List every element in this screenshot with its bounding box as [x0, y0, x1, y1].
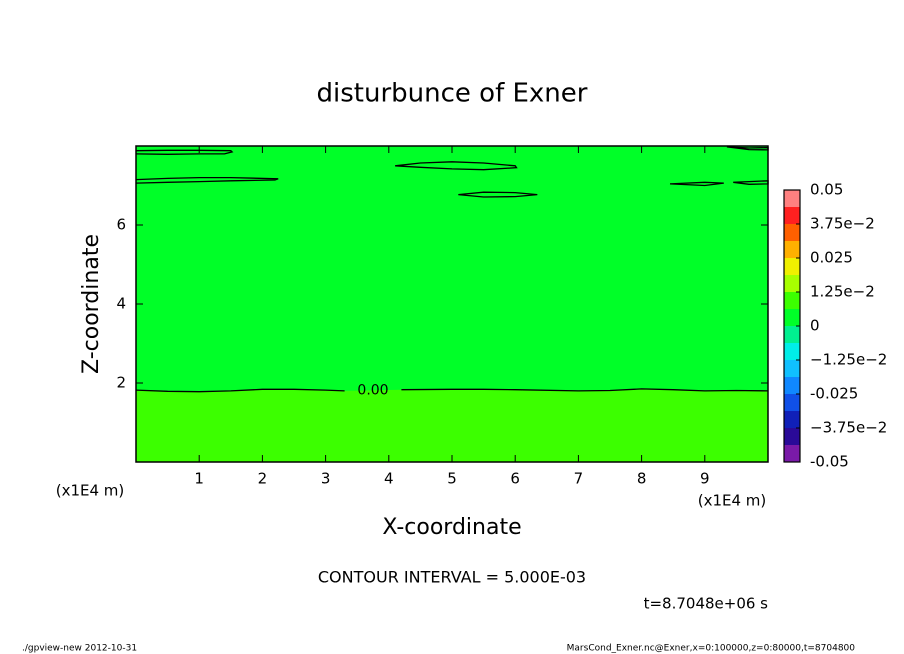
x-tick-label: 6	[510, 470, 520, 488]
colorbar-tick-label: −1.25e−2	[810, 351, 887, 369]
colorbar-band	[784, 445, 800, 462]
x-tick-label: 2	[258, 470, 268, 488]
x-tick-label: 5	[447, 470, 457, 488]
colorbar-tick-label: 3.75e−2	[810, 215, 875, 233]
colorbar-tick-label: 0	[810, 317, 820, 335]
chart-title: disturbunce of Exner	[317, 79, 588, 109]
footer-left: ./gpview-new 2012-10-31	[22, 644, 137, 654]
x-tick-label: 9	[700, 470, 710, 488]
y-tick-label: 4	[116, 295, 126, 313]
contour-line	[135, 149, 234, 155]
colorbar-band	[784, 377, 800, 394]
contour-interval: CONTOUR INTERVAL = 5.000E-03	[318, 568, 586, 587]
contour-line	[135, 388, 769, 393]
colorbar-band	[784, 224, 800, 241]
colorbar-band	[784, 411, 800, 428]
fill-region-lower	[136, 388, 768, 462]
colorbar-band	[784, 292, 800, 309]
colorbar-band	[784, 241, 800, 258]
colorbar-tick-label: 0.025	[810, 249, 853, 267]
contour-label: 0.00	[357, 382, 388, 398]
colorbar-band	[784, 309, 800, 326]
colorbar-tick-label: 0.05	[810, 181, 843, 199]
footer-right: MarsCond_Exner.nc@Exner,x=0:100000,z=0:8…	[567, 644, 856, 654]
colorbar-band	[784, 360, 800, 377]
x-unit-left: (x1E4 m)	[56, 482, 125, 500]
colorbar-band	[784, 343, 800, 360]
colorbar-band	[784, 394, 800, 411]
colorbar-band	[784, 190, 800, 207]
colorbar-band	[784, 275, 800, 292]
time-label: t=8.7048e+06 s	[644, 595, 769, 613]
x-unit-right: (x1E4 m)	[698, 492, 767, 510]
y-axis-title: Z-coordinate	[79, 234, 104, 374]
x-tick-label: 7	[574, 470, 584, 488]
colorbar-band	[784, 207, 800, 224]
contour-line	[669, 181, 724, 187]
colorbar-band	[784, 326, 800, 343]
colorbar-tick-label: -0.05	[810, 453, 849, 471]
colorbar-band	[784, 428, 800, 445]
x-tick-label: 8	[637, 470, 647, 488]
x-tick-label: 3	[321, 470, 331, 488]
colorbar-tick-label: −3.75e−2	[810, 419, 887, 437]
colorbar-band	[784, 258, 800, 275]
colorbar-tick-label: 1.25e−2	[810, 283, 875, 301]
x-tick-label: 4	[384, 470, 394, 488]
y-tick-label: 2	[116, 374, 126, 392]
x-axis-title: X-coordinate	[382, 515, 521, 540]
colorbar-tick-label: -0.025	[810, 385, 858, 403]
y-tick-label: 6	[116, 216, 126, 234]
contour-line	[135, 176, 279, 184]
contour-line	[395, 161, 518, 171]
x-tick-label: 1	[194, 470, 204, 488]
contour-line	[458, 191, 538, 198]
